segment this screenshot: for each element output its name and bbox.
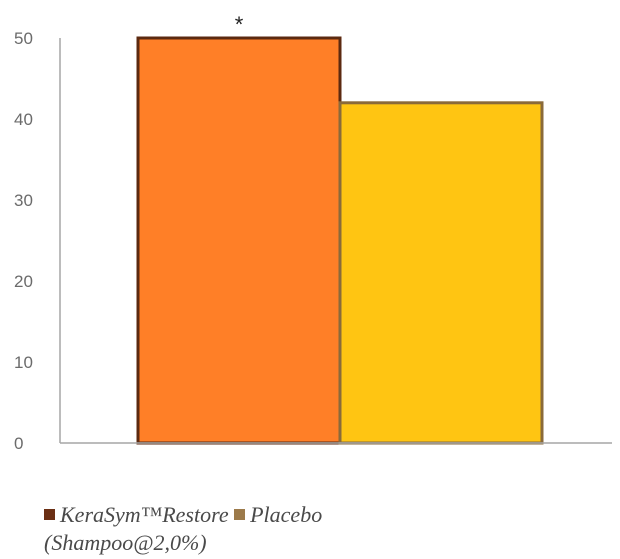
bar-chart: 0 10 20 30 40 50 *	[14, 12, 612, 453]
bar-kerasym	[136, 36, 342, 445]
y-tick-label-40: 40	[14, 110, 33, 129]
y-tick-label-50: 50	[14, 29, 33, 48]
y-tick-label-10: 10	[14, 353, 33, 372]
bar-placebo	[338, 101, 544, 445]
bars	[136, 36, 544, 445]
y-tick-label-0: 0	[14, 434, 23, 453]
significance-annotation: *	[235, 12, 244, 37]
legend: KeraSym™Restore Placebo (Shampoo@2,0%)	[44, 501, 424, 557]
legend-swatch-placebo	[234, 509, 246, 520]
legend-entry-kerasym: KeraSym™Restore	[44, 502, 234, 527]
y-axis-ticks: 0 10 20 30 40 50	[14, 29, 33, 453]
y-tick-label-30: 30	[14, 191, 33, 210]
legend-entry-placebo: Placebo	[234, 502, 322, 527]
legend-swatch-kerasym	[44, 509, 55, 520]
y-tick-label-20: 20	[14, 272, 33, 291]
legend-label-placebo: Placebo	[250, 502, 323, 527]
legend-label-kerasym-line2: (Shampoo@2,0%)	[44, 530, 207, 555]
annotations: *	[235, 12, 244, 37]
legend-label-kerasym-line1: KeraSym™Restore	[60, 502, 229, 527]
